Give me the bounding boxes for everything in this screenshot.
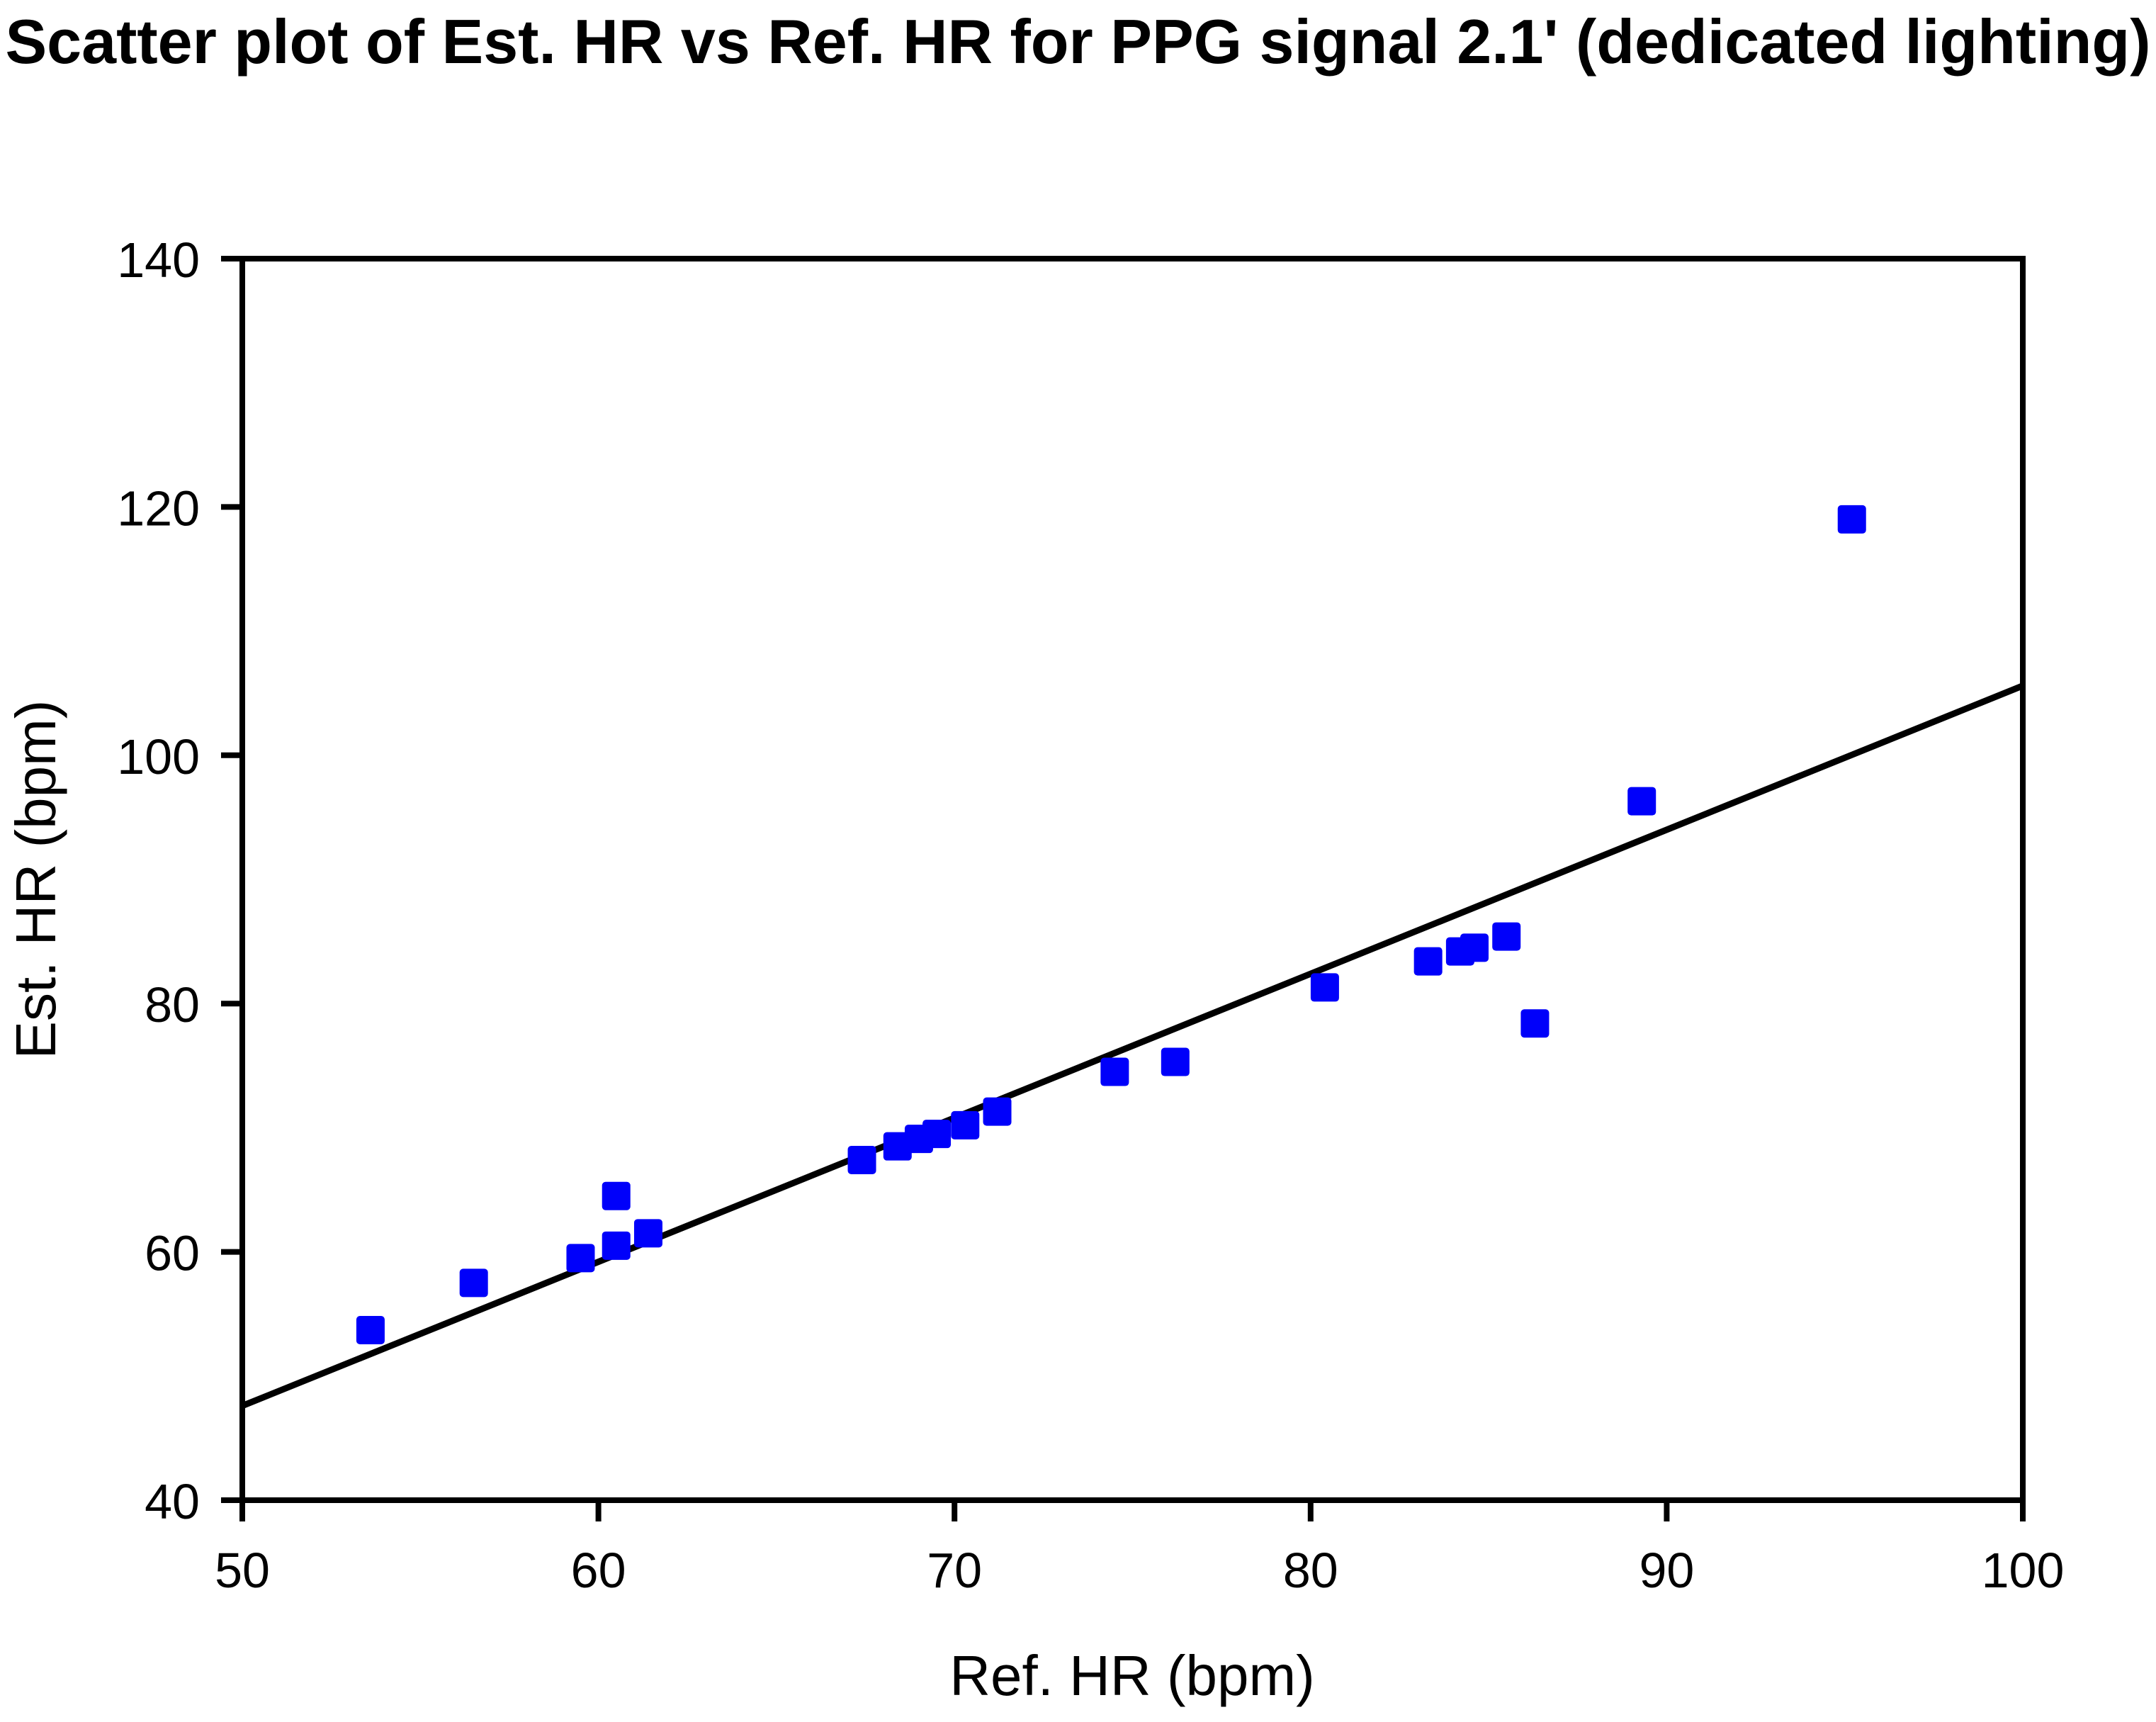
chart-title: Scatter plot of Est. HR vs Ref. HR for P… <box>5 6 2151 77</box>
data-point-marker <box>1413 947 1443 976</box>
data-point-marker <box>459 1268 488 1298</box>
x-tick-label: 50 <box>215 1543 270 1598</box>
x-tick-label: 80 <box>1283 1543 1338 1598</box>
data-point-marker <box>883 1132 912 1161</box>
y-tick-label: 140 <box>117 232 200 288</box>
data-point-marker <box>1310 973 1339 1002</box>
y-tick-label: 120 <box>117 480 200 536</box>
data-point-marker <box>1837 505 1866 534</box>
data-point-marker <box>1161 1047 1190 1076</box>
data-point-marker <box>602 1231 631 1260</box>
data-point-marker <box>983 1097 1012 1126</box>
data-point-marker <box>1492 922 1521 951</box>
axis-ticks <box>221 256 2026 1521</box>
trend-line <box>241 682 2024 1409</box>
x-tick-label: 90 <box>1639 1543 1694 1598</box>
data-point-marker <box>1100 1057 1129 1086</box>
data-point-marker <box>1520 1009 1550 1038</box>
y-axis-label: Est. HR (bpm) <box>4 700 67 1059</box>
data-point-marker <box>633 1219 662 1248</box>
data-point-marker <box>1460 933 1489 962</box>
x-tick-label: 60 <box>571 1543 626 1598</box>
data-point-marker <box>922 1120 952 1149</box>
y-tick-label: 40 <box>145 1474 200 1529</box>
x-tick-label: 100 <box>1982 1543 2065 1598</box>
x-axis-label: Ref. HR (bpm) <box>949 1644 1315 1707</box>
data-point-marker <box>951 1110 980 1139</box>
data-point-marker <box>847 1145 876 1174</box>
data-point-marker <box>602 1181 631 1210</box>
y-tick-label: 80 <box>145 977 200 1032</box>
data-point-marker <box>356 1315 385 1344</box>
x-tick-label: 70 <box>927 1543 982 1598</box>
scatter-markers <box>356 505 1866 1344</box>
y-tick-label: 100 <box>117 729 200 784</box>
data-point-marker <box>566 1244 595 1273</box>
data-point-marker <box>1627 787 1656 816</box>
y-tick-label: 60 <box>145 1226 200 1281</box>
axis-tick-labels: 50 60 70 80 90 100 40 60 80 100 120 140 <box>117 232 2064 1598</box>
plot-frame <box>239 256 2026 1503</box>
